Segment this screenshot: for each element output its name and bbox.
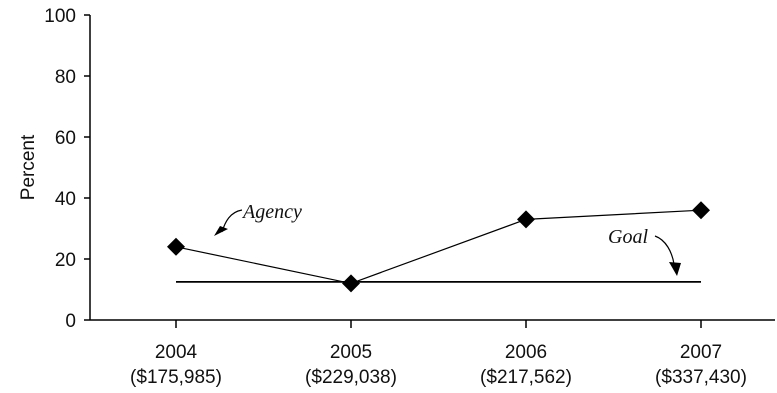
- y-tick-label: 0: [65, 311, 76, 332]
- x-tick-year-label: 2007: [680, 342, 722, 363]
- axes: [89, 15, 775, 321]
- x-tick-year-label: 2005: [330, 342, 372, 363]
- series-layer: [167, 201, 710, 293]
- x-tick-amount-label: ($229,038): [305, 367, 397, 388]
- y-axis-label: Percent: [18, 134, 39, 200]
- y-tick-label: 40: [55, 189, 76, 210]
- agency-data-point: [692, 201, 710, 220]
- y-tick-label: 20: [55, 250, 76, 271]
- annotation-layer: Agency Goal: [214, 201, 681, 276]
- y-tick-label: 100: [44, 6, 76, 27]
- goal-annotation-arrow: [654, 235, 675, 265]
- y-tick-label: 80: [55, 67, 76, 88]
- x-tick-amount-label: ($175,985): [130, 367, 222, 388]
- agency-series-line: [175, 209, 702, 285]
- agency-data-point: [167, 237, 185, 256]
- x-tick-year-label: 2004: [155, 342, 198, 363]
- goal-annotation: Goal: [608, 226, 648, 248]
- x-tick-amount-label: ($337,430): [655, 367, 747, 388]
- goal-arrow-head: [669, 262, 681, 276]
- x-tick-year-label: 2006: [505, 342, 547, 363]
- agency-annotation: Agency: [241, 201, 302, 223]
- agency-arrow-head: [214, 226, 228, 236]
- x-tick-amount-label: ($217,562): [480, 367, 572, 388]
- agency-data-point: [342, 274, 360, 293]
- y-tick-label: 60: [55, 128, 76, 149]
- y-axis-ticks: 0 20 40 60 80 100: [44, 6, 90, 332]
- x-axis-ticks: 2004 ($175,985) 2005 ($229,038) 2006 ($217,56…: [130, 320, 747, 388]
- agency-data-point: [517, 210, 535, 229]
